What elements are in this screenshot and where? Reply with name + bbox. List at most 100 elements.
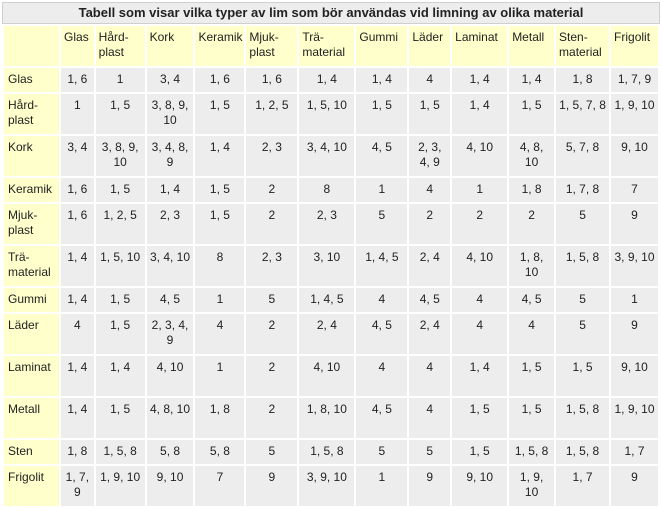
row-header: Kork (4, 136, 60, 176)
table-row: Kork 3, 4 3, 8, 9, 10 3, 4, 8, 9 1, 4 2, 3 3, … (4, 136, 658, 176)
column-header: Mjuk-plast (246, 26, 298, 66)
table-cell: 3, 4, 10 (299, 136, 355, 176)
table-cell: 5 (356, 204, 408, 244)
table-cell: 1, 5, 7, 8 (556, 94, 610, 134)
table-cell: 4 (409, 398, 451, 438)
table-cell: 4, 5 (356, 136, 408, 176)
row-header: Mjuk-plast (4, 204, 60, 244)
column-header: Gummi (356, 26, 408, 66)
table-cell: 3, 9, 10 (611, 246, 658, 286)
table-cell: 1, 7, 9 (611, 68, 658, 92)
table-cell: 1, 5, 8 (299, 440, 355, 464)
table-cell: 2 (452, 204, 508, 244)
table-cell: 1, 4 (452, 68, 508, 92)
table-cell: 1, 7, 9 (61, 466, 94, 506)
table-cell: 1, 8 (61, 440, 94, 464)
table-cell: 2 (509, 204, 555, 244)
table-cell: 9, 10 (146, 466, 194, 506)
table-cell: 4, 5 (409, 288, 451, 312)
table-cell: 4 (195, 314, 245, 354)
table-cell: 5 (556, 314, 610, 354)
table-cell: 7 (611, 178, 658, 202)
table-cell: 9 (611, 204, 658, 244)
row-header: Keramik (4, 178, 60, 202)
table-cell: 1, 5 (195, 178, 245, 202)
table-cell: 2, 3 (246, 246, 298, 286)
table-cell: 1, 5 (509, 356, 555, 396)
table-cell: 1, 5 (556, 356, 610, 396)
table-cell: 1, 5, 10 (299, 94, 355, 134)
row-header: Trä-material (4, 246, 60, 286)
table-cell: 1 (95, 68, 145, 92)
table-cell: 1, 5 (409, 94, 451, 134)
table-cell: 1, 6 (246, 68, 298, 92)
table-row: Trä-material 1, 4 1, 5, 10 3, 4, 10 8 2, 3 3, … (4, 246, 658, 286)
table-cell: 1, 4 (61, 356, 94, 396)
table-cell: 1, 9, 10 (509, 466, 555, 506)
table-cell: 9 (611, 314, 658, 354)
column-header: Glas (61, 26, 94, 66)
row-header: Gummi (4, 288, 60, 312)
table-cell: 5 (556, 288, 610, 312)
table-cell: 1, 9, 10 (95, 466, 145, 506)
table-cell: 1, 5 (356, 94, 408, 134)
table-cell: 2, 4 (299, 314, 355, 354)
table-cell: 4 (452, 288, 508, 312)
table-cell: 4 (409, 68, 451, 92)
table-cell: 4 (356, 288, 408, 312)
table-cell: 4 (409, 178, 451, 202)
table-cell: 1, 5 (95, 398, 145, 438)
table-cell: 1 (195, 356, 245, 396)
table-row: Laminat 1, 4 1, 4 4, 10 1 2 4, 10 4 4 1, 4 1, 5 1, … (4, 356, 658, 396)
table-cell: 1, 8 (509, 178, 555, 202)
table-cell: 1 (61, 94, 94, 134)
table-row: Glas 1, 6 1 3, 4 1, 6 1, 6 1, 4 1, 4 4 1, 4 1, 4 1,… (4, 68, 658, 92)
table-row: Hård-plast 1 1, 5 3, 8, 9, 10 1, 5 1, 2, 5 1, … (4, 94, 658, 134)
table-cell: 1, 5 (95, 288, 145, 312)
row-header: Sten (4, 440, 60, 464)
row-header: Läder (4, 314, 60, 354)
table-cell: 3, 8, 9, 10 (146, 94, 194, 134)
table-cell: 1, 4 (452, 94, 508, 134)
table-cell: 9, 10 (611, 136, 658, 176)
table-cell: 5 (556, 204, 610, 244)
row-header: Glas (4, 68, 60, 92)
table-cell: 4, 8, 10 (146, 398, 194, 438)
table-cell: 1, 4, 5 (356, 246, 408, 286)
table-cell: 2, 3, 4, 9 (146, 314, 194, 354)
table-cell: 5, 7, 8 (556, 136, 610, 176)
table-cell: 1, 5, 8 (95, 440, 145, 464)
column-header: Keramik (195, 26, 245, 66)
table-cell: 1, 4 (61, 398, 94, 438)
table-cell: 1, 4 (61, 246, 94, 286)
column-header: Läder (409, 26, 451, 66)
table-cell: 8 (299, 178, 355, 202)
column-header: Frigolit (611, 26, 658, 66)
table-cell: 9 (611, 466, 658, 506)
table-cell: 1, 8 (195, 398, 245, 438)
table-cell: 3, 10 (299, 246, 355, 286)
table-cell: 1, 4 (356, 68, 408, 92)
table-cell: 5, 8 (146, 440, 194, 464)
table-cell: 2 (246, 178, 298, 202)
table-cell: 1, 7, 8 (556, 178, 610, 202)
table-cell: 1, 8, 10 (509, 246, 555, 286)
table-cell: 1, 2, 5 (246, 94, 298, 134)
table-cell: 1, 5 (195, 94, 245, 134)
table-cell: 1, 5, 8 (556, 398, 610, 438)
table-cell: 9 (409, 466, 451, 506)
table-cell: 1, 8, 10 (299, 398, 355, 438)
table-cell: 4, 5 (509, 288, 555, 312)
table-cell: 4 (409, 356, 451, 396)
table-cell: 1, 5 (95, 94, 145, 134)
column-header: Sten-material (556, 26, 610, 66)
table-cell: 1, 5 (95, 178, 145, 202)
table-cell: 3, 4, 8, 9 (146, 136, 194, 176)
table-cell: 1, 5 (509, 398, 555, 438)
table-cell: 4, 10 (452, 136, 508, 176)
table-cell: 4, 8, 10 (509, 136, 555, 176)
